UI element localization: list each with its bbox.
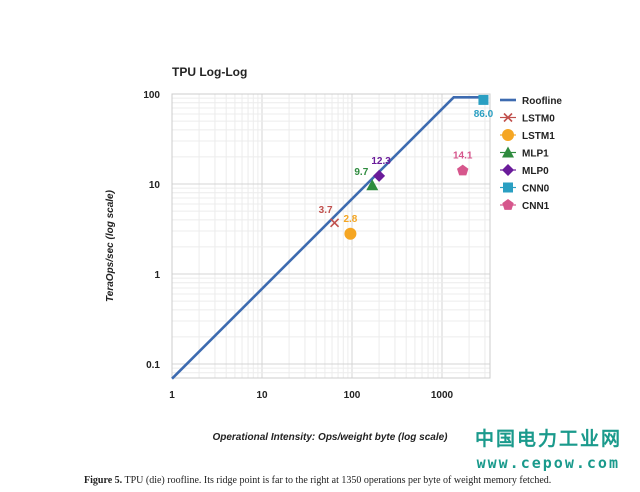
legend-swatch-lstm0 — [503, 112, 513, 123]
caption-text: TPU (die) roofline. Its ridge point is f… — [122, 475, 552, 486]
y-tick-label: 100 — [143, 90, 160, 101]
legend-label-lstm0: LSTM0 — [522, 114, 555, 125]
mlp1-point — [366, 179, 379, 191]
legend-label-mlp1: MLP1 — [522, 149, 549, 160]
legend-item-roofline: Roofline — [500, 96, 562, 107]
mlp0-point — [373, 169, 386, 182]
y-axis-title: TeraOps/sec (log scale) — [105, 189, 116, 302]
watermark-url: www.cepow.com — [476, 454, 620, 472]
y-tick-label: 1 — [154, 270, 160, 281]
legend-swatch-mlp1 — [502, 146, 514, 158]
cnn1-point — [457, 164, 469, 176]
x-tick-label: 100 — [344, 390, 361, 401]
lstm0-point-stroke — [329, 218, 340, 228]
chart-title: TPU Log-Log — [172, 65, 247, 79]
legend-label-lstm1: LSTM1 — [522, 131, 555, 142]
figure-caption: Figure 5. TPU (die) roofline. Its ridge … — [84, 475, 636, 486]
cnn0-point — [478, 94, 489, 105]
axis-ticks: 1 10 100 1000 0.1 1 10 100 — [143, 90, 453, 401]
legend-swatch-cnn0 — [503, 182, 513, 193]
legend-item-cnn1: CNN1 — [500, 199, 550, 212]
watermark-chinese: 中国电力工业网 — [474, 428, 622, 450]
cnn0-data-label: 86.0 — [474, 109, 494, 120]
legend: Roofline LSTM0 LSTM1 MLP1 MLP0 CNN0 CNN1 — [500, 96, 562, 212]
legend-label-cnn1: CNN1 — [522, 201, 550, 212]
lstm1-data-label: 2.8 — [343, 214, 357, 225]
y-tick-label: 0.1 — [146, 360, 160, 371]
legend-swatch-cnn1 — [502, 199, 514, 210]
mlp0-data-label: 12.3 — [371, 156, 391, 167]
lstm0-point — [329, 218, 340, 228]
series-layer: 3.7 2.8 9.712.3 86.0 14.1 — [171, 94, 494, 380]
roofline-line — [171, 96, 481, 380]
lstm0-data-label: 3.7 — [319, 205, 333, 216]
cnn1-data-label: 14.1 — [453, 151, 473, 162]
mlp1-data-label: 9.7 — [354, 167, 368, 178]
x-tick-label: 1 — [169, 390, 175, 401]
x-tick-label: 1000 — [431, 390, 454, 401]
legend-item-mlp1: MLP1 — [500, 146, 549, 160]
legend-swatch-mlp0 — [502, 164, 514, 176]
legend-item-mlp0: MLP0 — [500, 164, 549, 177]
legend-swatch-lstm0-stroke — [503, 112, 513, 123]
legend-item-lstm1: LSTM1 — [500, 129, 555, 142]
legend-label-mlp0: MLP0 — [522, 166, 549, 177]
legend-item-cnn0: CNN0 — [500, 182, 550, 195]
legend-label-cnn0: CNN0 — [522, 184, 550, 195]
legend-item-lstm0: LSTM0 — [500, 112, 555, 125]
legend-swatch-lstm1 — [502, 129, 514, 141]
plot-area-frame — [171, 93, 491, 379]
x-axis-title: Operational Intensity: Ops/weight byte (… — [212, 432, 448, 443]
y-tick-label: 10 — [149, 180, 161, 191]
lstm1-point — [344, 227, 357, 240]
x-tick-label: 10 — [256, 390, 268, 401]
chart-grid — [171, 94, 490, 379]
legend-label-roofline: Roofline — [522, 96, 562, 107]
caption-figure-label: Figure 5. — [84, 475, 123, 486]
